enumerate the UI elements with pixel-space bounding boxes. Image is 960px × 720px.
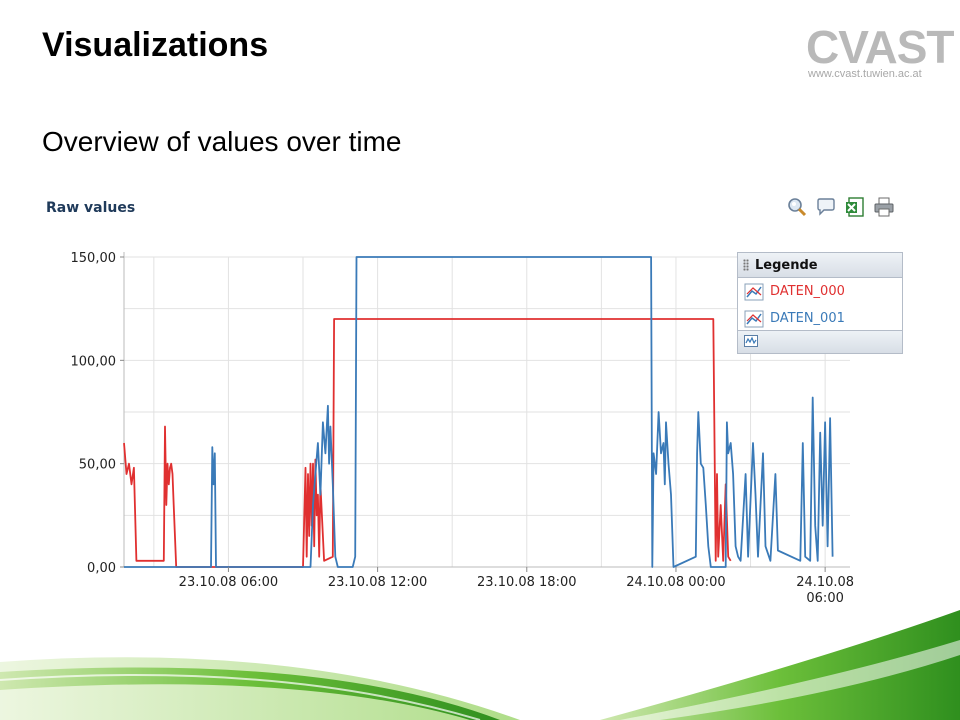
y-tick-label: 150,00 — [71, 251, 117, 266]
slide-title: Visualizations — [42, 26, 269, 64]
drag-grip-icon[interactable] — [743, 259, 749, 271]
legend-item-daten-000[interactable]: DATEN_000 — [738, 278, 902, 305]
chart-toolbar — [786, 196, 895, 218]
legend-panel: Legende DATEN_000 DATEN_001 — [737, 252, 903, 354]
legend-label-daten-001: DATEN_001 — [770, 311, 845, 326]
x-tick-label: 23.10.08 18:00 — [477, 575, 577, 590]
y-tick-label: 100,00 — [71, 354, 117, 369]
cvast-logo: CVAST www.cvast.tuwien.ac.at — [806, 21, 955, 84]
legend-label-daten-000: DATEN_000 — [770, 284, 845, 299]
zoom-icon[interactable] — [786, 196, 808, 218]
decorative-swoosh — [0, 610, 960, 720]
legend-item-daten-001[interactable]: DATEN_001 — [738, 305, 902, 332]
chart-ticks: 0,00 50,00 100,00 150,00 23.10.08 06:00 23.10… — [71, 251, 855, 606]
legend-header[interactable]: Legende — [738, 253, 902, 278]
x-tick-label: 23.10.08 12:00 — [328, 575, 428, 590]
y-tick-label: 0,00 — [87, 561, 116, 576]
x-tick-label: 23.10.08 06:00 — [179, 575, 279, 590]
y-tick-label: 50,00 — [79, 458, 116, 473]
logo-url: www.cvast.tuwien.ac.at — [808, 68, 922, 80]
legend-title: Legende — [755, 257, 818, 273]
line-series-icon — [744, 310, 764, 327]
series-line-daten-000 — [123, 318, 732, 568]
comment-icon[interactable] — [815, 196, 837, 218]
legend-footer — [738, 330, 902, 353]
x-tick-label: 24.10.08 00:00 — [626, 575, 726, 590]
raw-values-chart: 0,00 50,00 100,00 150,00 23.10.08 06:00 23.10… — [71, 251, 855, 606]
slide-subtitle: Overview of values over time — [42, 126, 402, 157]
series-line-daten-001 — [124, 256, 834, 568]
chart-series — [123, 256, 834, 568]
logo-text: CVAST — [806, 21, 955, 73]
excel-export-icon[interactable] — [844, 196, 866, 218]
chart-grid — [123, 252, 850, 568]
chart-mini-icon[interactable] — [744, 335, 758, 347]
line-series-icon — [744, 283, 764, 300]
print-icon[interactable] — [873, 196, 895, 218]
x-tick-label: 24.10.08 06:00 — [796, 575, 854, 606]
chart-panel-title: Raw values — [46, 200, 136, 216]
